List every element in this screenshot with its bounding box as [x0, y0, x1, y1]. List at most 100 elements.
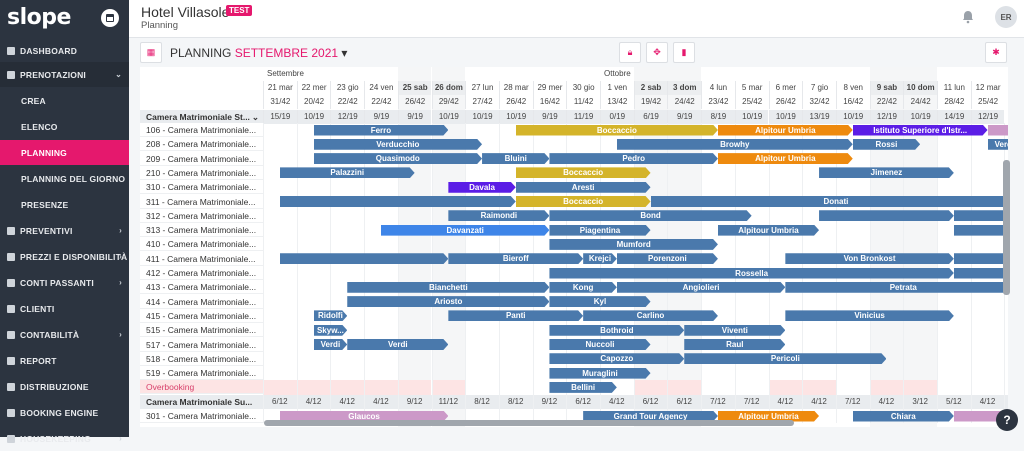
sidebar-item-clienti[interactable]: CLIENTI — [0, 296, 129, 321]
room-label[interactable]: 312 - Camera Matrimoniale... — [140, 208, 263, 223]
day-header[interactable]: 12 mar — [970, 81, 1005, 95]
booking-bar[interactable]: Krejci — [583, 253, 617, 264]
day-header[interactable]: 24 ven — [364, 81, 398, 95]
booking-bar[interactable]: Boccaccio — [516, 125, 718, 136]
sidebar-item-planning-del-giorno[interactable]: PLANNING DEL GIORNO — [0, 166, 129, 191]
booking-bar[interactable]: Piagentina — [549, 225, 650, 236]
booking-bar[interactable]: Bianchetti — [347, 282, 549, 293]
booking-bar[interactable] — [988, 125, 1008, 136]
booking-bar[interactable]: Verdi — [314, 339, 348, 350]
day-header[interactable]: 30 gio — [566, 81, 600, 95]
day-header[interactable]: 25 sab — [397, 81, 432, 95]
lock-button[interactable]: 🔒︎ — [619, 42, 641, 63]
booking-bar[interactable] — [819, 210, 954, 221]
booking-bar[interactable]: Nuccoli — [549, 339, 650, 350]
horizontal-scrollbar[interactable] — [264, 420, 794, 426]
help-button[interactable]: ? — [996, 409, 1018, 431]
booking-bar[interactable]: Von Bronkost — [785, 253, 954, 264]
room-label[interactable]: 415 - Camera Matrimoniale... — [140, 308, 263, 323]
category-row[interactable]: Camera Matrimoniale Su... — [140, 394, 1008, 409]
calendar-picker-button[interactable]: ▦ — [140, 42, 162, 63]
booking-bar[interactable]: Alpitour Umbria — [718, 125, 853, 136]
booking-bar[interactable]: Davanzati — [381, 225, 550, 236]
day-header[interactable]: 1 ven — [600, 81, 634, 95]
booking-bar[interactable]: Verdi — [988, 139, 1008, 150]
booking-bar[interactable]: Rossella — [549, 268, 953, 279]
sidebar-item-conti-passanti[interactable]: CONTI PASSANTI › — [0, 270, 129, 295]
day-header[interactable]: 10 dom — [903, 81, 937, 95]
room-label[interactable]: 210 - Camera Matrimoniale... — [140, 165, 263, 180]
book-button[interactable]: ▮ — [673, 42, 695, 63]
booking-bar[interactable]: Rossi — [853, 139, 920, 150]
room-label[interactable]: 209 - Camera Matrimoniale... — [140, 151, 263, 166]
month-selector[interactable]: SETTEMBRE 2021 — [234, 46, 339, 60]
booking-bar[interactable]: Browhy — [617, 139, 853, 150]
day-header[interactable]: 28 mar — [498, 81, 533, 95]
sidebar-item-crea[interactable]: CREA — [0, 88, 129, 113]
booking-bar[interactable]: Verducchio — [314, 139, 483, 150]
booking-bar[interactable]: Raul — [684, 339, 785, 350]
sidebar-item-booking-engine[interactable]: BOOKING ENGINE — [0, 400, 129, 425]
day-header[interactable]: 3 dom — [667, 81, 702, 95]
sidebar-item-prezzi-e-disponibilit-[interactable]: PREZZI E DISPONIBILITÀ › — [0, 244, 129, 269]
booking-bar[interactable]: Grand Tour Agency — [583, 411, 718, 422]
booking-bar[interactable]: Bellini — [549, 382, 616, 393]
day-header[interactable]: 4 lun — [701, 81, 735, 95]
sidebar-item-preventivi[interactable]: PREVENTIVI › — [0, 218, 129, 243]
booking-bar[interactable]: Porenzoni — [617, 253, 718, 264]
booking-bar[interactable]: Palazzini — [280, 167, 415, 178]
room-label[interactable]: 515 - Camera Matrimoniale... — [140, 323, 263, 338]
booking-bar[interactable]: Alpitour Umbria — [718, 411, 819, 422]
sidebar-item-housekeeping[interactable]: HOUSEKEEPING › — [0, 426, 129, 451]
room-label[interactable]: 313 - Camera Matrimoniale... — [140, 223, 263, 238]
booking-bar[interactable]: Davala — [448, 182, 515, 193]
sidebar-item-contabilit-[interactable]: CONTABILITÀ › — [0, 322, 129, 347]
booking-bar[interactable] — [954, 268, 1008, 279]
day-header[interactable]: 23 gio — [330, 81, 365, 95]
day-header[interactable]: 5 mar — [734, 81, 769, 95]
sidebar-item-distribuzione[interactable]: DISTRIBUZIONE — [0, 374, 129, 399]
booking-bar[interactable]: Ferro — [314, 125, 449, 136]
booking-bar[interactable]: Alpitour Umbria — [718, 225, 819, 236]
booking-bar[interactable]: Kyl — [549, 296, 650, 307]
chevron-down-icon[interactable]: ⌄ — [251, 112, 259, 122]
sidebar-item-elenco[interactable]: ELENCO — [0, 114, 129, 139]
booking-bar[interactable]: Mumford — [549, 239, 718, 250]
booking-bar[interactable]: Bothroid — [549, 325, 684, 336]
room-label[interactable]: 411 - Camera Matrimoniale... — [140, 251, 263, 266]
category-row[interactable]: Camera Matrimoniale St... ⌄ — [140, 110, 263, 124]
sidebar-item-report[interactable]: REPORT — [0, 348, 129, 373]
booking-bar[interactable]: Chiara — [853, 411, 954, 422]
room-label[interactable]: 519 - Camera Matrimoniale... — [140, 366, 263, 381]
day-header[interactable]: 6 mer — [768, 81, 803, 95]
day-header[interactable]: 26 dom — [431, 81, 466, 95]
room-label[interactable]: 310 - Camera Matrimoniale... — [140, 180, 263, 195]
booking-bar[interactable]: Viventi — [684, 325, 785, 336]
booking-bar[interactable]: Ariosto — [347, 296, 549, 307]
booking-bar[interactable] — [954, 210, 1008, 221]
caret-down-icon[interactable]: ▾ — [341, 46, 348, 60]
calendar-icon[interactable] — [101, 9, 119, 27]
room-label[interactable]: 410 - Camera Matrimoniale... — [140, 237, 263, 252]
booking-bar[interactable] — [280, 196, 516, 207]
booking-bar[interactable]: Carlino — [583, 310, 718, 321]
booking-bar[interactable] — [954, 411, 1008, 422]
avatar[interactable]: ER — [995, 6, 1017, 28]
move-button[interactable]: ✥ — [646, 42, 668, 63]
booking-bar[interactable]: Boccaccio — [516, 167, 651, 178]
booking-bar[interactable]: Muraglini — [549, 368, 650, 379]
room-label[interactable]: 517 - Camera Matrimoniale... — [140, 337, 263, 352]
room-label[interactable]: 311 - Camera Matrimoniale... — [140, 194, 263, 209]
sidebar-item-presenze[interactable]: PRESENZE — [0, 192, 129, 217]
booking-bar[interactable]: Capozzo — [549, 353, 684, 364]
booking-bar[interactable]: Verdi — [347, 339, 448, 350]
booking-bar[interactable]: Kong — [549, 282, 616, 293]
booking-bar[interactable]: Boccaccio — [516, 196, 651, 207]
booking-bar[interactable]: Jimenez — [819, 167, 954, 178]
room-label[interactable]: 412 - Camera Matrimoniale... — [140, 266, 263, 280]
day-header[interactable]: 7 gio — [802, 81, 836, 95]
booking-bar[interactable]: Skyw... — [314, 325, 348, 336]
booking-bar[interactable]: Bond — [549, 210, 751, 221]
booking-bar[interactable]: Vinicius — [785, 310, 954, 321]
room-label[interactable]: 413 - Camera Matrimoniale... — [140, 280, 263, 295]
